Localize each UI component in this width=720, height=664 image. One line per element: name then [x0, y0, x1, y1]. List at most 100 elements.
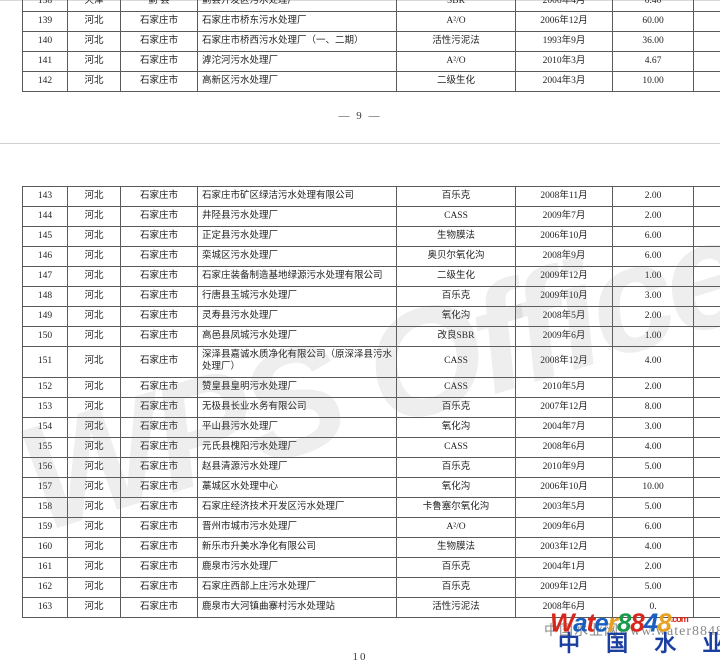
cell-capacity: 60.00 — [612, 11, 694, 32]
cell-date: 2003年5月 — [515, 497, 613, 518]
cell-province: 河北 — [67, 397, 121, 418]
cell-plant-name: 鹿泉市大河镇曲寨村污水处理站 — [197, 597, 397, 618]
cell-province: 河北 — [67, 377, 121, 398]
cell-capacity: 5.00 — [612, 577, 694, 598]
cell-process: CASS — [396, 377, 516, 398]
cell-date: 2006年12月 — [515, 11, 613, 32]
cell-capacity: 3.00 — [612, 286, 694, 307]
cell-no: 143 — [22, 186, 68, 207]
cell-province: 河北 — [67, 31, 121, 52]
cell-city: 石家庄市 — [120, 417, 198, 438]
cell-actual: 32.24 — [693, 31, 720, 52]
cell-actual: 3.01 — [693, 51, 720, 72]
cell-actual: 4.51 — [693, 397, 720, 418]
cell-capacity: 0.40 — [612, 0, 694, 12]
cell-process: 二级生化 — [396, 266, 516, 287]
cell-actual: 1.84 — [693, 306, 720, 327]
cell-no: 149 — [22, 306, 68, 327]
cell-province: 河北 — [67, 417, 121, 438]
cell-no: 154 — [22, 417, 68, 438]
cell-process: A²/O — [396, 11, 516, 32]
cell-actual: 3.49 — [693, 437, 720, 458]
cell-actual: 5.89 — [693, 517, 720, 538]
cell-city: 石家庄市 — [120, 497, 198, 518]
cell-city: 石家庄市 — [120, 477, 198, 498]
cell-province: 河北 — [67, 557, 121, 578]
cell-city: 石家庄市 — [120, 31, 198, 52]
cell-date: 2009年12月 — [515, 577, 613, 598]
cell-city: 石家庄市 — [120, 517, 198, 538]
cell-no: 162 — [22, 577, 68, 598]
cell-no: 151 — [22, 346, 68, 378]
cell-province: 河北 — [67, 497, 121, 518]
cell-capacity: 2.00 — [612, 557, 694, 578]
cell-date: 2010年3月 — [515, 51, 613, 72]
cell-capacity: 6.00 — [612, 246, 694, 267]
cell-province: 河北 — [67, 537, 121, 558]
table-row: 163 河北 石家庄市 鹿泉市大河镇曲寨村污水处理站 活性污泥法 2008年6月 0. — [22, 597, 720, 618]
cell-actual: 8.36 — [693, 71, 720, 92]
cell-capacity: 2.00 — [612, 186, 694, 207]
cell-capacity: 5.00 — [612, 457, 694, 478]
cell-province: 河北 — [67, 437, 121, 458]
cell-process: 百乐克 — [396, 397, 516, 418]
table-row: 160河北石家庄市新乐市升美水净化有限公司生物膜法2003年12月4.003.8… — [22, 537, 720, 558]
cell-date: 2003年12月 — [515, 537, 613, 558]
cell-date: 2008年5月 — [515, 306, 613, 327]
cell-process: 氧化沟 — [396, 477, 516, 498]
cell-no: 140 — [22, 31, 68, 52]
cell-capacity: 6.00 — [612, 226, 694, 247]
cell-no: 152 — [22, 377, 68, 398]
cell-capacity: 2.00 — [612, 306, 694, 327]
cell-no: 158 — [22, 497, 68, 518]
cell-plant-name: 井陉县污水处理厂 — [197, 206, 397, 227]
cell-process: 百乐克 — [396, 557, 516, 578]
cell-process: 生物膜法 — [396, 537, 516, 558]
cell-process: 氧化沟 — [396, 306, 516, 327]
cell-city: 石家庄市 — [120, 557, 198, 578]
cell-actual: 0.70 — [693, 326, 720, 347]
cell-capacity: 2.00 — [612, 206, 694, 227]
cell-plant-name: 滹沱河污水处理厂 — [197, 51, 397, 72]
cell-no: 161 — [22, 557, 68, 578]
cell-city: 石家庄市 — [120, 457, 198, 478]
cell-process: 奥贝尔氧化沟 — [396, 246, 516, 267]
cell-plant-name: 正定县污水处理厂 — [197, 226, 397, 247]
cell-plant-name: 石家庄经济技术开发区污水处理厂 — [197, 497, 397, 518]
cell-no: 141 — [22, 51, 68, 72]
cell-process: CASS — [396, 206, 516, 227]
cell-city: 石家庄市 — [120, 266, 198, 287]
cell-date: 2004年1月 — [515, 557, 613, 578]
cell-plant-name: 灵寿县污水处理厂 — [197, 306, 397, 327]
cell-actual — [693, 597, 720, 618]
cell-date: 2004年7月 — [515, 417, 613, 438]
cell-province: 河北 — [67, 477, 121, 498]
cell-date: 2010年5月 — [515, 377, 613, 398]
cell-city: 石家庄市 — [120, 71, 198, 92]
cell-date: 2008年6月 — [515, 597, 613, 618]
cell-city: 石家庄市 — [120, 186, 198, 207]
cell-date: 1993年9月 — [515, 31, 613, 52]
cell-capacity: 6.00 — [612, 517, 694, 538]
cell-city: 石家庄市 — [120, 286, 198, 307]
cell-process: 百乐克 — [396, 457, 516, 478]
cell-no: 156 — [22, 457, 68, 478]
page-break-separator — [0, 143, 720, 144]
table-lower-body: 143 河北 石家庄市 石家庄市矿区绿洁污水处理有限公司 百乐克 2008年11月 2.00… — [22, 186, 720, 618]
page-number-bottom: 10 — [352, 651, 368, 663]
cell-no: 147 — [22, 266, 68, 287]
cell-date: 2009年10月 — [515, 286, 613, 307]
cell-city: 石家庄市 — [120, 11, 198, 32]
cell-plant-name: 行唐县玉城污水处理厂 — [197, 286, 397, 307]
cell-no: 148 — [22, 286, 68, 307]
cell-capacity: 2.00 — [612, 377, 694, 398]
cell-actual: 3.86 — [693, 537, 720, 558]
cell-province: 河北 — [67, 326, 121, 347]
cell-plant-name: 元氏县槐阳污水处理厂 — [197, 437, 397, 458]
